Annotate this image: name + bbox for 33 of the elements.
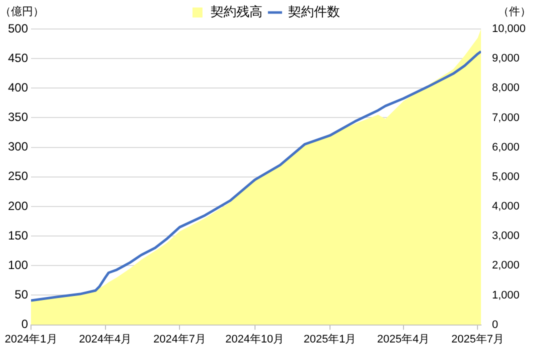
- legend-label: 契約残高: [210, 4, 262, 20]
- y2-tick-label: 2,000: [492, 260, 520, 272]
- y-tick-label: 500: [8, 21, 28, 36]
- y2-tick-label: 5,000: [492, 170, 520, 183]
- y-tick-label: 450: [8, 50, 28, 65]
- y-tick-label: 0: [21, 317, 28, 332]
- y2-tick-label: 10,000: [492, 23, 526, 36]
- y-tick-label: 100: [8, 258, 28, 272]
- y2-tick-label: 7,000: [492, 112, 520, 124]
- x-tick-label: 2024年1月: [4, 333, 58, 346]
- y-tick-label: 250: [8, 169, 28, 184]
- y2-tick-label: 0: [492, 318, 498, 331]
- y2-tick-label: 9,000: [492, 52, 520, 65]
- x-tick-label: 2024年10月: [225, 333, 284, 346]
- y-tick-label: 350: [8, 110, 28, 124]
- y2-tick-label: 6,000: [492, 141, 520, 154]
- y-tick-label: 50: [14, 288, 28, 302]
- y2-tick-label: 1,000: [492, 289, 520, 302]
- y-tick-label: 200: [8, 198, 28, 213]
- y2-tick-label: 3,000: [492, 230, 520, 242]
- legend-label: 契約件数: [288, 4, 340, 20]
- y-axis-title: （億円）: [0, 5, 44, 18]
- x-tick-label: 2024年7月: [153, 333, 206, 346]
- x-tick-label: 2025年7月: [451, 333, 504, 346]
- y2-axis-title: （件）: [498, 6, 531, 18]
- y-tick-label: 300: [8, 140, 28, 154]
- x-tick-label: 2025年4月: [377, 333, 430, 346]
- y2-tick-label: 4,000: [492, 200, 520, 213]
- x-tick-label: 2025年1月: [304, 333, 356, 346]
- y-tick-label: 400: [8, 80, 28, 94]
- y-tick-label: 150: [8, 228, 28, 242]
- x-tick-label: 2024年4月: [79, 333, 132, 346]
- y2-tick-label: 8,000: [492, 82, 520, 94]
